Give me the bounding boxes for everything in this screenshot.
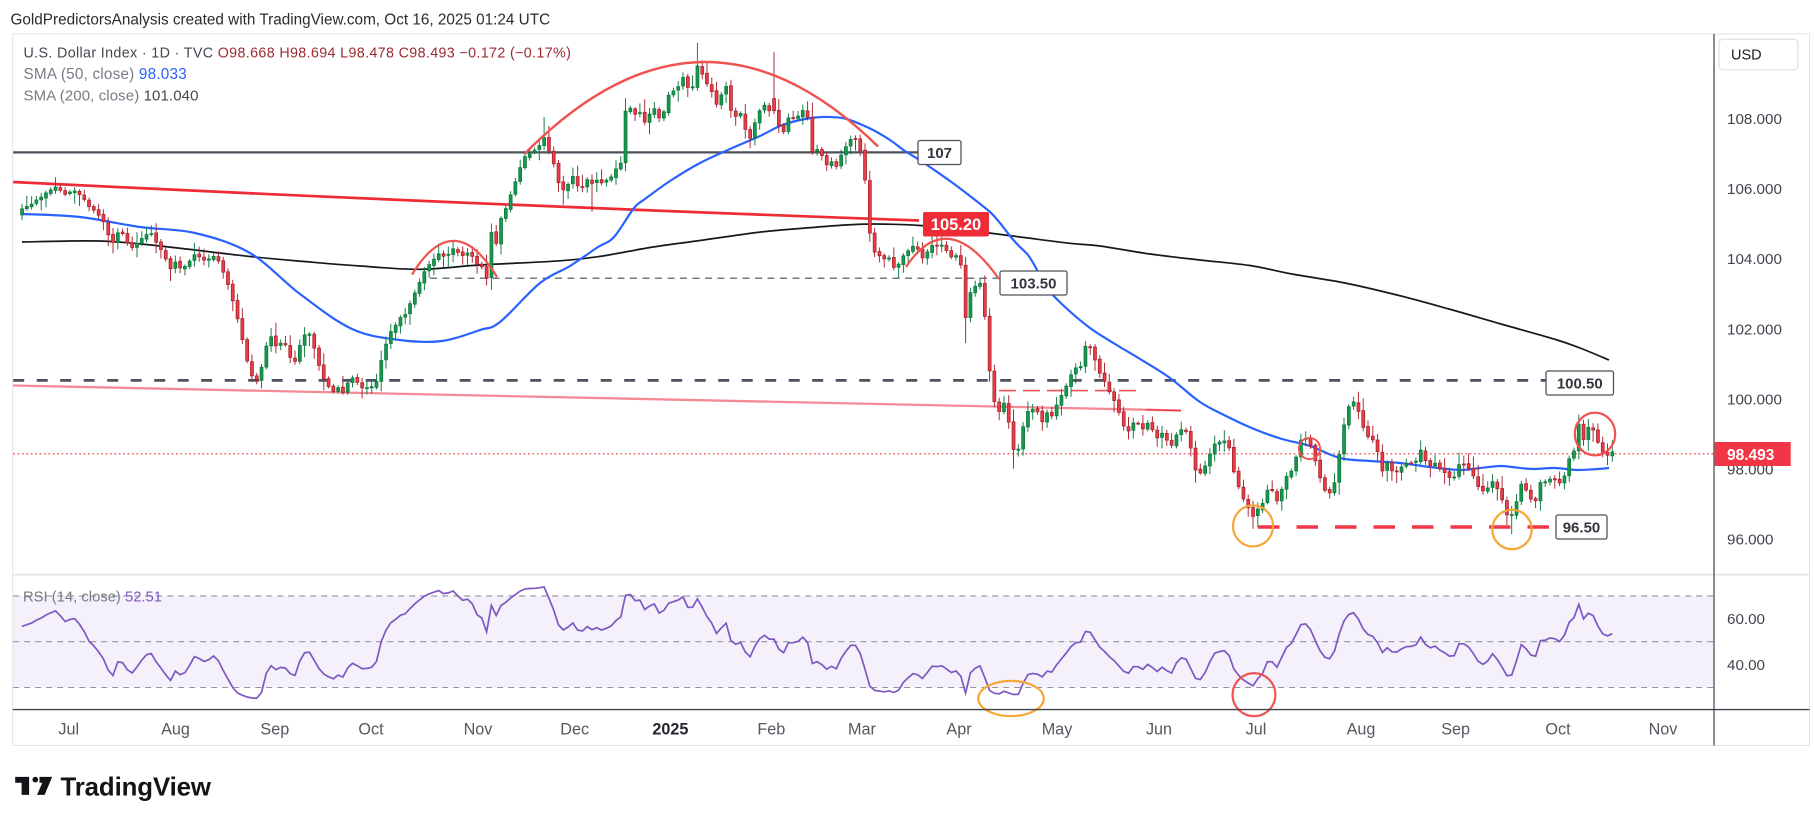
svg-text:Jun: Jun [1146, 721, 1172, 739]
svg-text:U.S. Dollar Index · 1D · TVC: U.S. Dollar Index · 1D · TVC O98.668 H98… [24, 45, 572, 61]
svg-text:TradingView: TradingView [61, 773, 212, 801]
svg-text:RSI (14, close) 52.51: RSI (14, close) 52.51 [23, 590, 162, 606]
svg-text:Mar: Mar [848, 721, 876, 739]
svg-text:Oct: Oct [1545, 721, 1571, 739]
svg-text:Sep: Sep [260, 721, 289, 739]
svg-text:Jul: Jul [1246, 721, 1267, 739]
svg-text:Dec: Dec [560, 721, 589, 739]
svg-text:Feb: Feb [757, 721, 785, 739]
svg-text:106.000: 106.000 [1727, 181, 1782, 198]
svg-text:May: May [1042, 721, 1073, 739]
svg-text:Aug: Aug [1347, 721, 1376, 739]
svg-text:98.493: 98.493 [1727, 447, 1775, 464]
svg-text:GoldPredictorsAnalysis created: GoldPredictorsAnalysis created with Trad… [11, 12, 551, 29]
svg-text:SMA (200, close) 101.040: SMA (200, close) 101.040 [24, 87, 199, 104]
svg-text:60.00: 60.00 [1727, 611, 1765, 628]
svg-text:Nov: Nov [464, 721, 494, 739]
svg-text:Jul: Jul [58, 721, 79, 739]
svg-text:Sep: Sep [1441, 721, 1470, 739]
svg-text:102.000: 102.000 [1727, 321, 1782, 338]
svg-text:107: 107 [927, 145, 952, 162]
svg-text:Oct: Oct [358, 721, 384, 739]
svg-text:Apr: Apr [946, 721, 972, 739]
svg-text:96.50: 96.50 [1563, 519, 1601, 536]
svg-text:104.000: 104.000 [1727, 251, 1782, 268]
svg-text:Nov: Nov [1649, 721, 1679, 739]
svg-text:105.20: 105.20 [931, 216, 981, 234]
svg-text:SMA (50, close) 98.033: SMA (50, close) 98.033 [24, 66, 187, 83]
svg-text:40.00: 40.00 [1727, 657, 1765, 674]
svg-text:96.000: 96.000 [1727, 532, 1773, 549]
svg-text:108.000: 108.000 [1727, 111, 1782, 128]
svg-text:100.000: 100.000 [1727, 391, 1782, 408]
svg-text:2025: 2025 [652, 721, 688, 739]
svg-text:USD: USD [1731, 48, 1762, 64]
svg-text:103.50: 103.50 [1011, 275, 1057, 292]
svg-text:Aug: Aug [161, 721, 190, 739]
svg-text:100.50: 100.50 [1557, 375, 1603, 392]
